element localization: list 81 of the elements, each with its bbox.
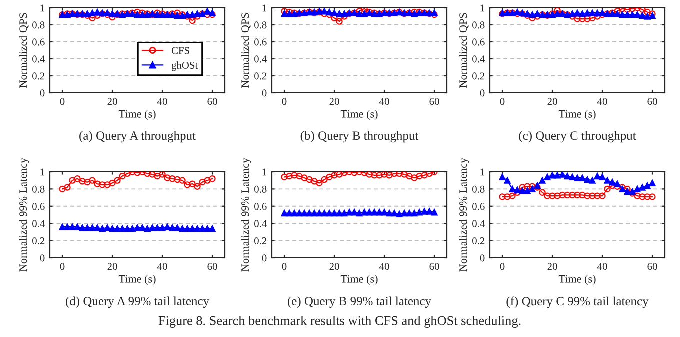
y-axis-title: Normalized QPS	[459, 13, 469, 88]
y-tick-label: 0.4	[472, 56, 485, 63]
x-tick-label: 60	[430, 98, 440, 106]
y-axis-title: Normalized QPS	[241, 13, 251, 88]
x-tick-label: 40	[597, 98, 608, 106]
y-axis-title: Normalized 99% Latency	[241, 158, 252, 272]
y-tick-label: 0.2	[472, 72, 485, 80]
y-tick-label: 1	[480, 168, 485, 176]
x-tick-label: 20	[548, 98, 558, 106]
x-tick-label: 0	[60, 263, 65, 270]
x-tick-label: 60	[648, 98, 658, 106]
legend-label: ghOSt	[172, 62, 198, 72]
x-axis-title: Time (s)	[340, 110, 378, 120]
y-tick-label: 0.6	[32, 38, 45, 46]
x-tick-label: 40	[157, 263, 168, 270]
y-tick-label: 0	[480, 254, 485, 262]
x-axis-title: Time (s)	[118, 110, 156, 120]
y-tick-label: 1	[40, 168, 45, 176]
y-tick-label: 0	[40, 254, 45, 262]
x-tick-label: 40	[157, 98, 168, 106]
y-tick-label: 0.6	[254, 38, 267, 46]
y-tick-label: 0	[480, 90, 485, 97]
y-tick-label: 1	[480, 4, 485, 12]
x-tick-label: 20	[330, 263, 340, 270]
y-tick-label: 0.6	[472, 203, 485, 210]
y-tick-label: 0.2	[254, 72, 267, 80]
y-tick-label: 0.6	[254, 203, 267, 210]
x-tick-label: 40	[379, 263, 390, 270]
y-tick-label: 0.8	[254, 22, 267, 29]
y-tick-label: 1	[40, 4, 45, 12]
x-tick-label: 20	[108, 263, 118, 270]
x-tick-label: 60	[430, 263, 440, 270]
text: (d) Query A 99% tail latency	[66, 296, 210, 308]
y-tick-label: 0.2	[254, 237, 267, 245]
y-axis-title: Normalized QPS	[19, 13, 29, 88]
text: (b) Query B throughput	[300, 131, 419, 143]
x-tick-label: 60	[208, 98, 218, 106]
y-axis-title: Normalized 99% Latency	[459, 158, 470, 272]
x-tick-label: 0	[500, 98, 505, 106]
x-axis-title: Time (s)	[118, 275, 156, 286]
x-tick-label: 60	[648, 263, 658, 270]
x-tick-label: 0	[60, 98, 65, 106]
x-tick-label: 20	[330, 98, 340, 106]
x-tick-label: 20	[548, 263, 558, 270]
text: (c) Query C throughput	[519, 131, 636, 143]
x-tick-label: 0	[282, 263, 287, 270]
y-tick-label: 0.8	[472, 186, 485, 193]
x-tick-label: 60	[208, 263, 218, 270]
y-tick-label: 1	[262, 168, 267, 176]
x-axis-title: Time (s)	[558, 110, 596, 120]
legend-label: CFS	[172, 47, 190, 54]
y-tick-label: 0.2	[32, 237, 45, 245]
y-axis-title: Normalized 99% Latency	[19, 158, 30, 272]
x-tick-label: 40	[379, 98, 390, 106]
y-tick-label: 0.4	[32, 56, 45, 63]
y-tick-label: 0.2	[472, 237, 485, 245]
y-tick-label: 0	[40, 90, 45, 97]
x-tick-label: 20	[108, 98, 118, 106]
x-tick-label: 40	[597, 263, 608, 270]
y-tick-label: 0.4	[254, 220, 267, 228]
y-tick-label: 0	[262, 90, 267, 97]
x-axis-title: Time (s)	[340, 275, 378, 286]
x-tick-label: 0	[282, 98, 287, 106]
y-tick-label: 0.6	[32, 203, 45, 210]
y-tick-label: 0.6	[472, 38, 485, 46]
y-tick-label: 0.4	[472, 220, 485, 228]
y-tick-label: 0.2	[32, 72, 45, 80]
y-tick-label: 0.8	[472, 22, 485, 29]
text: (a) Query A throughput	[80, 131, 196, 143]
y-tick-label: 1	[262, 4, 267, 12]
y-tick-label: 0	[262, 254, 267, 262]
y-tick-label: 0.8	[32, 22, 45, 29]
y-tick-label: 0.4	[32, 220, 45, 228]
y-tick-label: 0.8	[254, 186, 267, 193]
x-axis-title: Time (s)	[558, 275, 596, 286]
y-tick-label: 0.8	[32, 186, 45, 193]
text: (f) Query C 99% tail latency	[506, 296, 649, 308]
y-tick-label: 0.4	[254, 56, 267, 63]
text: (e) Query B 99% tail latency	[288, 296, 432, 308]
x-tick-label: 0	[500, 263, 505, 270]
caption: Figure 8. Search benchmark results with CFS and ghOSt scheduling.	[158, 316, 521, 328]
